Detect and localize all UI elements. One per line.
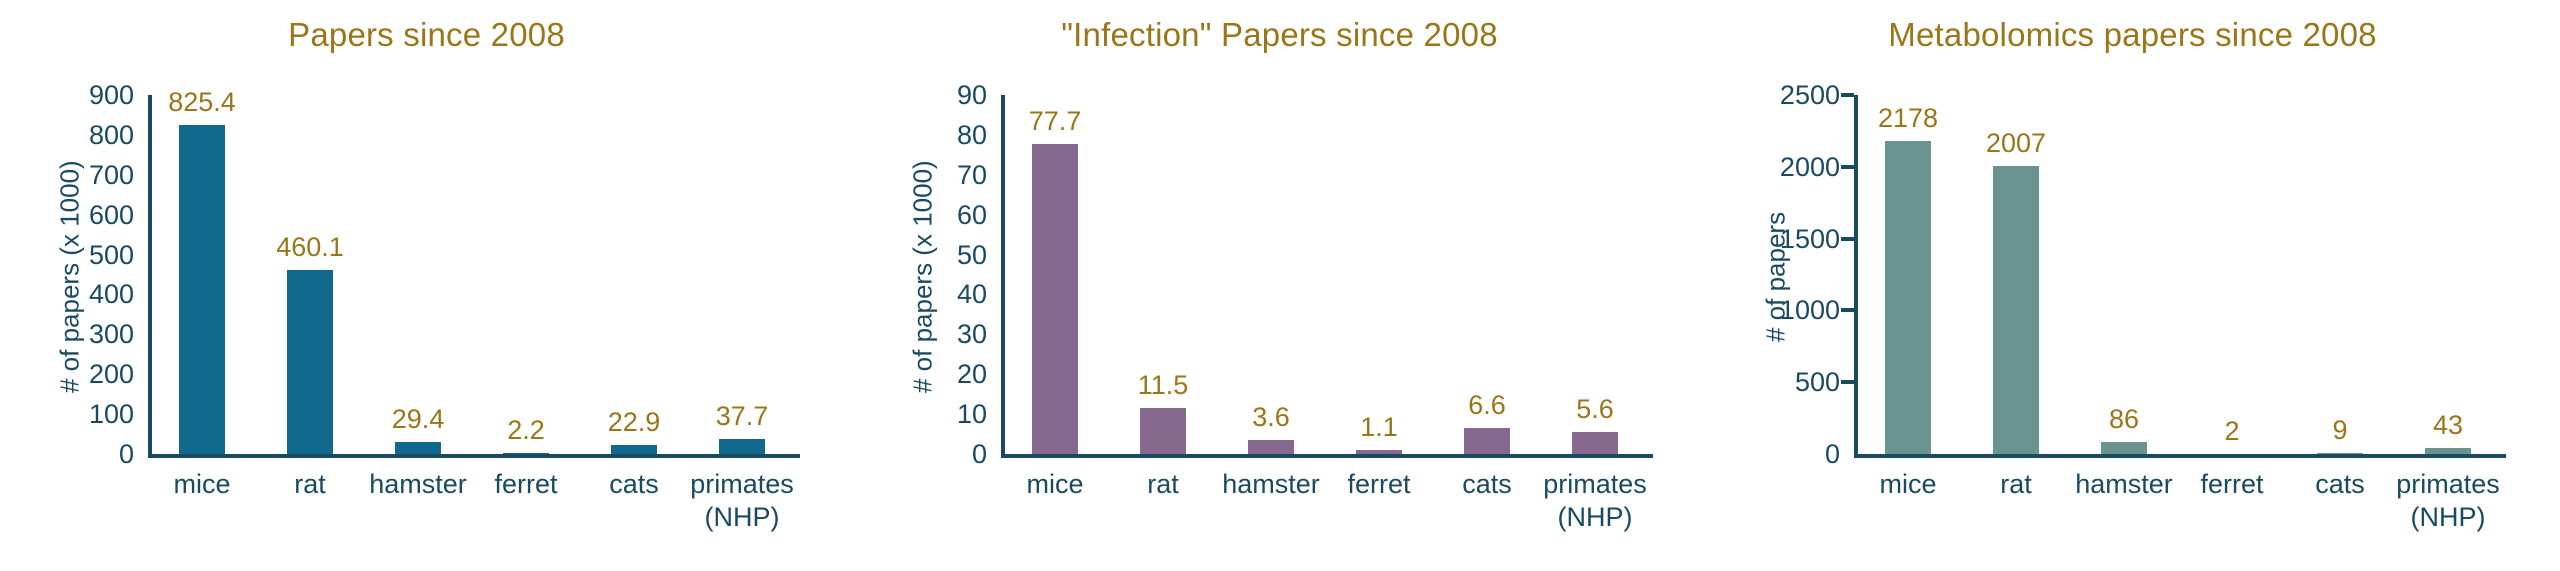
x-category-label: rat xyxy=(2000,469,2032,499)
y-tick-label: 10 xyxy=(956,399,987,430)
bar-rat xyxy=(287,270,333,454)
x-category-label: primates (NHP) xyxy=(2396,469,2500,532)
chart-title: Metabolomics papers since 2008 xyxy=(1888,16,2377,53)
plot-axes xyxy=(1854,95,2506,458)
bar-value-label: 2.2 xyxy=(507,415,545,445)
y-tick-label: 0 xyxy=(971,439,987,469)
y-tick-label: 2500 xyxy=(1779,80,1840,110)
x-category-label: rat xyxy=(294,469,326,499)
y-tick-label: 300 xyxy=(88,319,134,350)
bar-hamster xyxy=(2101,442,2147,454)
bar-rat xyxy=(1140,408,1186,454)
x-category-label: ferret xyxy=(2200,469,2264,499)
bar-ferret xyxy=(503,453,549,454)
bar-value-label: 9 xyxy=(2332,415,2348,445)
y-tick-label: 90 xyxy=(956,80,987,110)
x-category-label: hamster xyxy=(1222,469,1320,499)
y-tick-mark xyxy=(1841,380,1854,385)
bar-value-label: 29.4 xyxy=(391,404,445,434)
y-tick-label: 100 xyxy=(88,399,134,430)
y-tick-label: 70 xyxy=(956,159,987,190)
bar-mice xyxy=(179,125,225,454)
y-tick-label: 800 xyxy=(88,119,134,150)
plot-axes xyxy=(148,95,800,458)
bar-value-label: 2007 xyxy=(1985,128,2047,158)
chart-papers-since-2008: Papers since 2008 # of papers (x 1000) 9… xyxy=(0,0,853,571)
y-tick-label: 1500 xyxy=(1779,223,1840,254)
y-tick-label: 500 xyxy=(88,239,134,270)
x-category-label: mice xyxy=(173,469,231,499)
y-tick-mark xyxy=(1841,93,1854,97)
bar-value-label: 5.6 xyxy=(1576,394,1614,424)
bar-hamster xyxy=(1248,440,1294,454)
x-category-label: ferret xyxy=(494,469,558,499)
x-category-label: hamster xyxy=(2075,469,2173,499)
y-tick-label: 20 xyxy=(956,359,987,390)
plot-axes xyxy=(1001,95,1653,458)
y-tick-label: 700 xyxy=(88,159,134,190)
y-tick-label: 200 xyxy=(88,359,134,390)
bar-value-label: 37.7 xyxy=(715,401,769,431)
bar-hamster xyxy=(395,442,441,454)
x-category-label: ferret xyxy=(1347,469,1411,499)
bar-mice xyxy=(1885,141,1931,454)
bar-rat xyxy=(1993,166,2039,454)
bar-cats xyxy=(2317,453,2363,454)
y-tick-label: 40 xyxy=(956,279,987,310)
y-tick-label: 600 xyxy=(88,199,134,230)
x-category-label: cats xyxy=(2315,469,2365,499)
bar-value-label: 6.6 xyxy=(1468,390,1506,420)
chart-title: Papers since 2008 xyxy=(288,16,565,53)
y-tick-label: 900 xyxy=(88,80,134,110)
y-tick-mark xyxy=(1841,164,1854,169)
bar-value-label: 2178 xyxy=(1877,103,1939,133)
x-category-label: mice xyxy=(1026,469,1084,499)
bar-value-label: 77.7 xyxy=(1028,106,1082,136)
y-tick-label: 500 xyxy=(1794,367,1840,398)
chart-infection-papers-since-2008: "Infection" Papers since 2008 # of paper… xyxy=(853,0,1706,571)
x-category-label: cats xyxy=(609,469,659,499)
bar-value-label: 825.4 xyxy=(168,87,236,117)
y-tick-label: 80 xyxy=(956,119,987,150)
bar-value-label: 460.1 xyxy=(276,232,344,262)
bar-value-label: 43 xyxy=(2432,410,2464,440)
y-tick-label: 60 xyxy=(956,199,987,230)
y-tick-mark xyxy=(1841,236,1854,241)
bar-value-label: 22.9 xyxy=(607,407,661,437)
bar-primates xyxy=(1572,432,1618,454)
y-tick-label: 50 xyxy=(956,239,987,270)
y-tick-label: 1000 xyxy=(1779,295,1840,326)
bar-cats xyxy=(1464,428,1510,454)
bar-primates xyxy=(719,439,765,454)
x-category-label: hamster xyxy=(369,469,467,499)
y-axis-label: # of papers xyxy=(1760,211,1791,342)
bar-cats xyxy=(611,445,657,454)
y-tick-mark xyxy=(1841,308,1854,313)
y-tick-label: 0 xyxy=(118,439,134,469)
bar-value-label: 2 xyxy=(2224,416,2240,446)
bar-primates xyxy=(2425,448,2471,454)
bar-mice xyxy=(1032,144,1078,454)
bar-value-label: 11.5 xyxy=(1137,370,1189,400)
bar-value-label: 3.6 xyxy=(1252,402,1290,432)
bar-value-label: 86 xyxy=(2108,404,2140,434)
y-tick-label: 30 xyxy=(956,319,987,350)
y-tick-label: 400 xyxy=(88,279,134,310)
x-category-label: mice xyxy=(1879,469,1937,499)
x-category-label: rat xyxy=(1147,469,1179,499)
y-tick-label: 0 xyxy=(1824,439,1840,469)
chart-metabolomics-papers-since-2008: Metabolomics papers since 2008 # of pape… xyxy=(1706,0,2559,571)
x-category-label: primates (NHP) xyxy=(1543,469,1647,532)
chart-title: "Infection" Papers since 2008 xyxy=(1061,16,1498,53)
bar-ferret xyxy=(1356,450,1402,454)
x-category-label: cats xyxy=(1462,469,1512,499)
x-category-label: primates (NHP) xyxy=(690,469,794,532)
y-tick-label: 2000 xyxy=(1779,151,1840,182)
bar-value-label: 1.1 xyxy=(1360,412,1398,442)
